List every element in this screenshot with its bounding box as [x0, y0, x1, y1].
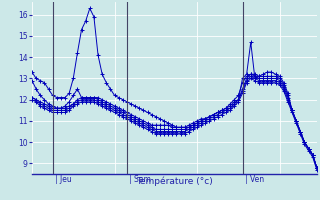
- X-axis label: Température (°c): Température (°c): [136, 177, 213, 186]
- Text: | Sam: | Sam: [129, 175, 151, 184]
- Text: | Jeu: | Jeu: [55, 175, 71, 184]
- Text: | Ven: | Ven: [244, 175, 264, 184]
